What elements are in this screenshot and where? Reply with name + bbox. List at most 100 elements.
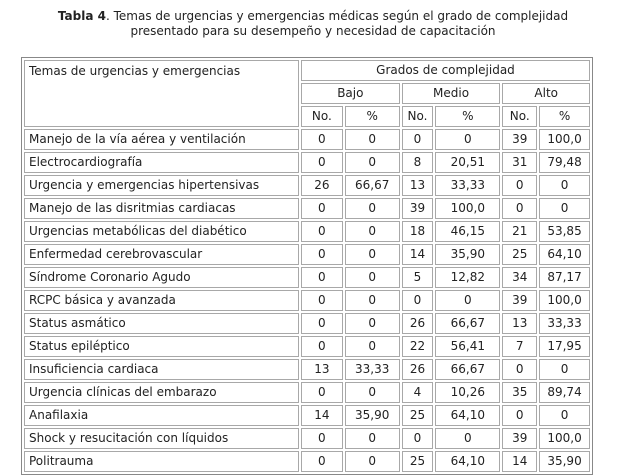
table-cell: 0 [344, 382, 400, 403]
row-label: RCPC básica y avanzada [24, 290, 299, 311]
table-cell: 4 [401, 382, 434, 403]
table-cell: 79,48 [539, 152, 590, 173]
table-cell: 64,10 [539, 244, 590, 265]
table-cell: 0 [344, 152, 400, 173]
table-cell: 14 [401, 244, 434, 265]
table-row: RCPC básica y avanzada 0 0 0 0 39 100,0 [24, 290, 590, 311]
header-cell: Bajo [300, 83, 400, 104]
header-cell: % [539, 106, 590, 127]
table-cell: 0 [539, 405, 590, 426]
table-cell: 0 [344, 428, 400, 449]
table-cell: 13 [401, 175, 434, 196]
table-cell: 0 [435, 129, 501, 150]
table-cell: 26 [401, 313, 434, 334]
table-cell: 66,67 [344, 175, 400, 196]
table-cell: 0 [539, 198, 590, 219]
table-cell: 35,90 [344, 405, 400, 426]
table-cell: 0 [300, 221, 343, 242]
table-cell: 39 [502, 428, 538, 449]
table-cell: 26 [300, 175, 343, 196]
table-cell: 100,0 [539, 129, 590, 150]
table-cell: 0 [344, 221, 400, 242]
table-row: Status epiléptico 0 0 22 56,41 7 17,95 [24, 336, 590, 357]
header-cell: Medio [401, 83, 501, 104]
table-cell: 0 [300, 313, 343, 334]
table-cell: 14 [300, 405, 343, 426]
table-cell: 0 [401, 428, 434, 449]
table-cell: 13 [300, 359, 343, 380]
table-cell: 0 [435, 428, 501, 449]
row-label: Enfermedad cerebrovascular [24, 244, 299, 265]
table-cell: 0 [344, 129, 400, 150]
caption: Tabla 4. Temas de urgencias y emergencia… [0, 9, 626, 39]
table-cell: 0 [401, 129, 434, 150]
table-row: Manejo de la vía aérea y ventilación 0 0 0 0… [24, 129, 590, 150]
row-label: Shock y resucitación con líquidos [24, 428, 299, 449]
row-label: Urgencia clínicas del embarazo [24, 382, 299, 403]
table-cell: 22 [401, 336, 434, 357]
caption-line: Tabla 4. Temas de urgencias y emergencia… [0, 9, 626, 24]
table-cell: 10,26 [435, 382, 501, 403]
row-label: Insuficiencia cardiaca [24, 359, 299, 380]
table-cell: 35 [502, 382, 538, 403]
caption-label: Tabla 4 [57, 9, 106, 23]
table-cell: 25 [502, 244, 538, 265]
table-cell: 0 [344, 267, 400, 288]
table-row: Anafilaxia 14 35,90 25 64,10 0 0 [24, 405, 590, 426]
table-cell: 0 [344, 244, 400, 265]
table-cell: 33,33 [539, 313, 590, 334]
table-cell: 26 [401, 359, 434, 380]
table-cell: 0 [300, 428, 343, 449]
header-cell: Temas de urgencias y emergencias [24, 60, 299, 127]
table-cell: 12,82 [435, 267, 501, 288]
table-row: Insuficiencia cardiaca 13 33,33 26 66,67 0 0 [24, 359, 590, 380]
table-cell: 0 [300, 382, 343, 403]
table-cell: 0 [300, 198, 343, 219]
table-cell: 13 [502, 313, 538, 334]
header-row: Bajo Medio Alto [24, 83, 590, 104]
row-label: Electrocardiografía [24, 152, 299, 173]
table-cell: 39 [502, 290, 538, 311]
table-cell: 66,67 [435, 313, 501, 334]
row-label: Status epiléptico [24, 336, 299, 357]
table-cell: 5 [401, 267, 434, 288]
table-cell: 0 [539, 175, 590, 196]
table-cell: 66,67 [435, 359, 501, 380]
header-row: No.% No.% No.% [24, 106, 590, 127]
table-cell: 7 [502, 336, 538, 357]
table-cell: 53,85 [539, 221, 590, 242]
table-cell: 8 [401, 152, 434, 173]
table-row: Urgencia clínicas del embarazo 0 0 4 10,26 35… [24, 382, 590, 403]
table-cell: 25 [401, 405, 434, 426]
header-cell: Alto [502, 83, 590, 104]
header-row: Temas de urgencias y emergencias Grados d… [24, 60, 590, 127]
row-label: Manejo de las disritmias cardiacas [24, 198, 299, 219]
page: Tabla 4. Temas de urgencias y emergencia… [0, 9, 626, 475]
table-cell: 39 [401, 198, 434, 219]
table-cell: 0 [300, 336, 343, 357]
header-cell: Grados de complejidad [300, 60, 590, 81]
header-cell: No. [502, 106, 538, 127]
table-cell: 89,74 [539, 382, 590, 403]
table-cell: 0 [502, 175, 538, 196]
table-cell: 0 [502, 359, 538, 380]
table-cell: 33,33 [435, 175, 501, 196]
header-cell: % [435, 106, 501, 127]
header-cell: No. [300, 106, 343, 127]
table-cell: 0 [539, 359, 590, 380]
row-label: Urgencias metabólicas del diabético [24, 221, 299, 242]
table-cell: 33,33 [344, 359, 400, 380]
table-cell: 20,51 [435, 152, 501, 173]
table-row: Urgencias metabólicas del diabético 0 0 18 4… [24, 221, 590, 242]
table-cell: 0 [300, 267, 343, 288]
table-cell: 18 [401, 221, 434, 242]
table-row: Status asmático 0 0 26 66,67 13 33,33 [24, 313, 590, 334]
table-cell: 0 [344, 336, 400, 357]
header-cell: % [344, 106, 400, 127]
table-cell: 0 [300, 244, 343, 265]
header-cell: No. [401, 106, 434, 127]
table-cell: 0 [300, 152, 343, 173]
table-row: Manejo de las disritmias cardiacas 0 0 39 10… [24, 198, 590, 219]
table-cell: 46,15 [435, 221, 501, 242]
row-label: Urgencia y emergencias hipertensivas [24, 175, 299, 196]
